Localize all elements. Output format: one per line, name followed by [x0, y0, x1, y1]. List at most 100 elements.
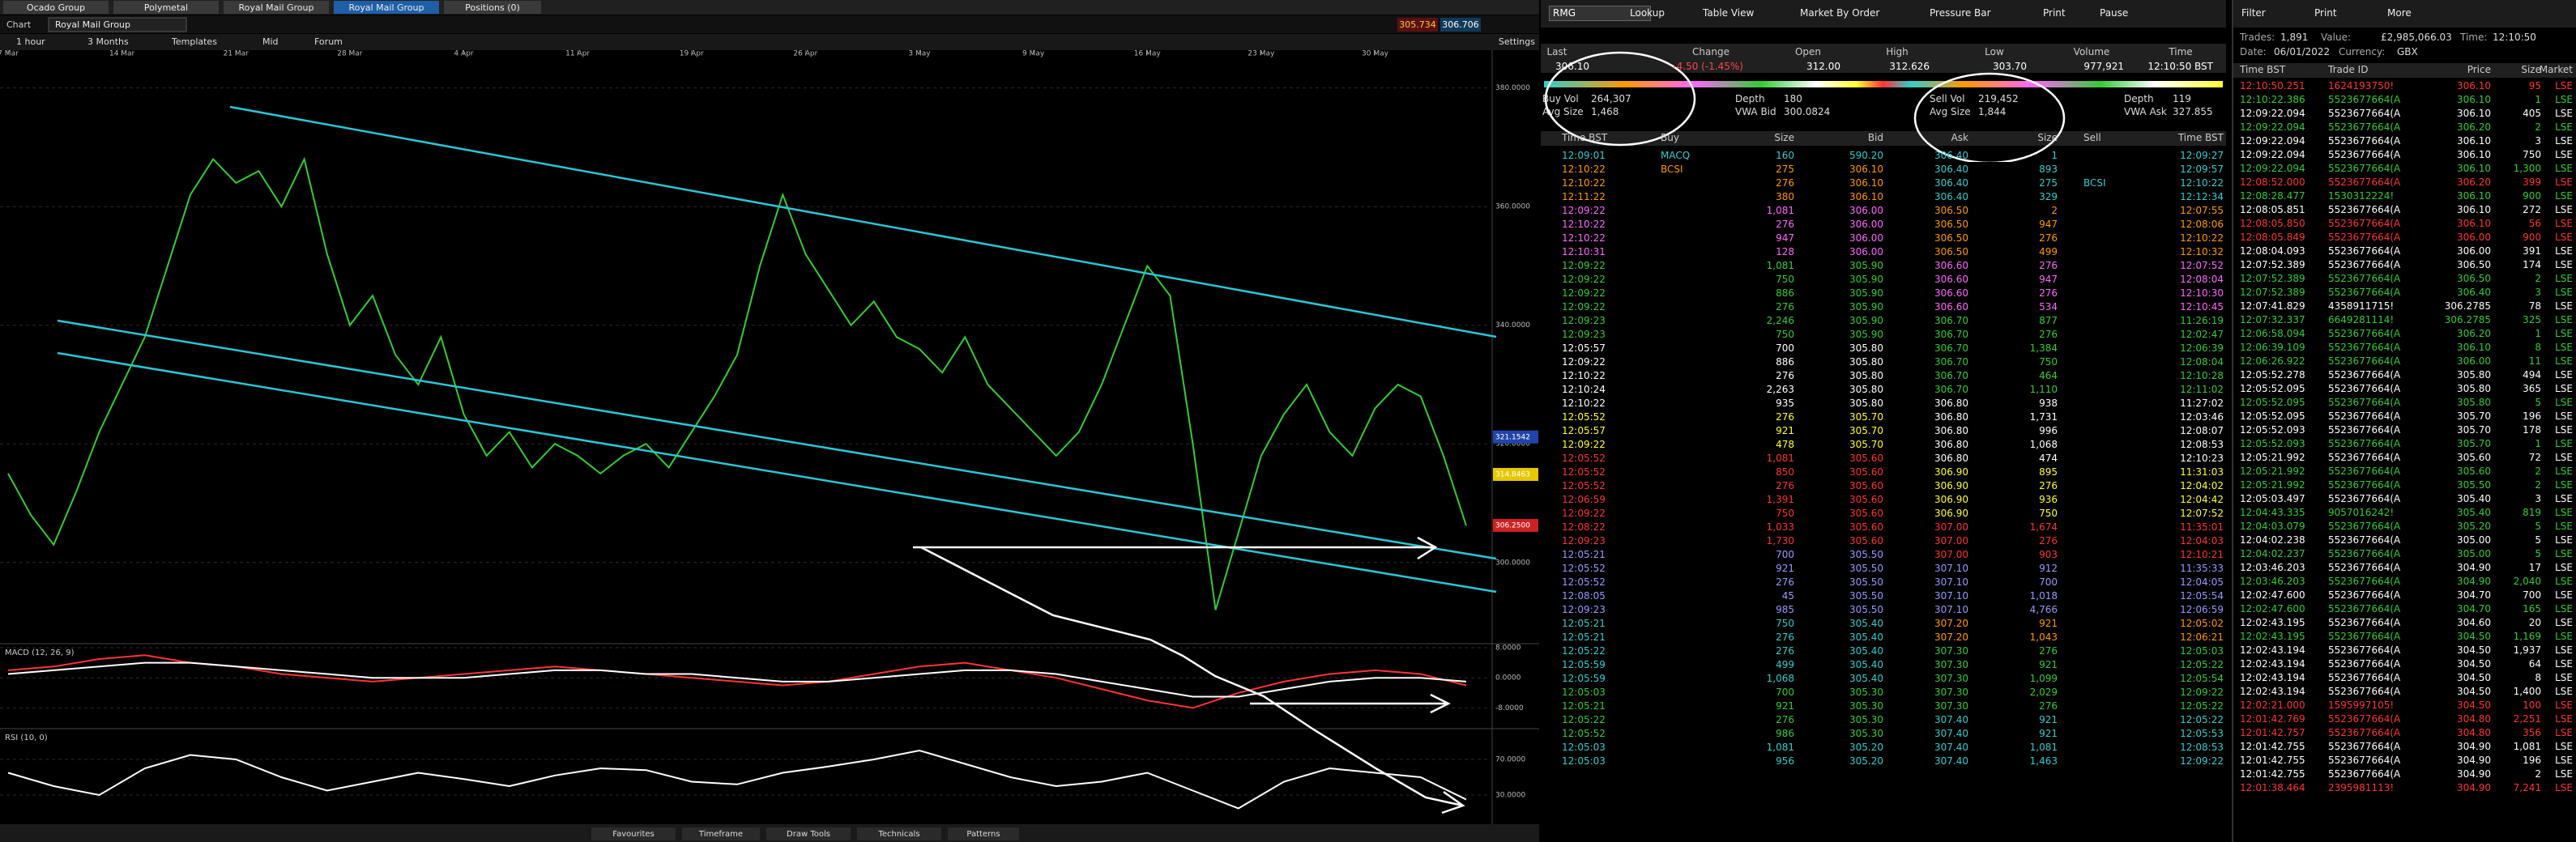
trade-cell: 2 — [2535, 479, 2541, 491]
column-header: Price — [2467, 64, 2491, 75]
trade-cell: 325 — [2523, 314, 2541, 325]
ask-cell: 12:05:02 — [2180, 618, 2224, 629]
bid-cell: 305.70 — [1849, 411, 1883, 423]
toolbar-button[interactable]: Filter — [2241, 7, 2266, 19]
trade-cell: 306.40 — [2457, 287, 2491, 298]
trade-cell: 5523677664(A — [2328, 410, 2401, 422]
bid-cell: 750 — [1776, 329, 1794, 340]
bid-cell: 12:09:23 — [1562, 315, 1606, 326]
y-tick-label: 0.0000 — [1495, 674, 1521, 683]
summary-value: 977,921 — [2083, 61, 2124, 72]
settings-button[interactable]: Settings — [1499, 36, 1535, 47]
stat-value: 1,844 — [1978, 106, 2007, 117]
bid-cell: 12:09:22 — [1562, 301, 1606, 313]
trade-cell: 12:10:22.386 — [2240, 94, 2305, 105]
bid-cell: 12:09:22 — [1562, 508, 1606, 519]
toolbar-button[interactable]: More — [2387, 7, 2412, 19]
ask-cell: 12:09:22 — [2180, 755, 2224, 767]
bid-cell: 305.40 — [1849, 673, 1883, 684]
trade-cell: 305.60 — [2457, 466, 2491, 477]
trade-cell: 306.50 — [2457, 259, 2491, 270]
trade-cell: 900 — [2523, 190, 2541, 202]
trade-cell: 5523677664(A — [2328, 741, 2401, 752]
bid-cell: 45 — [1781, 590, 1794, 602]
toolbar-button[interactable]: Mid — [262, 36, 279, 47]
trade-cell: 5523677664(A — [2328, 644, 2401, 656]
tab-label: Royal Mail Group — [348, 2, 424, 13]
trade-cell: 2395981113! — [2328, 782, 2395, 793]
tab[interactable] — [224, 1, 329, 14]
trade-cell: 5523677664(A — [2328, 232, 2401, 243]
bid-cell: 12:09:22 — [1562, 287, 1606, 299]
trade-cell: 5523677664(A — [2328, 493, 2401, 504]
instrument: Royal Mail Group — [55, 19, 130, 30]
bid-cell: 306.00 — [1849, 219, 1883, 230]
stat-label: Trades: — [2240, 32, 2275, 43]
bottom-tab[interactable] — [766, 827, 851, 840]
trade-cell: 12:05:52.278 — [2240, 369, 2305, 381]
ask-cell: 307.30 — [1934, 687, 1968, 698]
x-tick-label: 26 Apr — [793, 50, 817, 58]
y-tick-label: -8.0000 — [1495, 704, 1524, 712]
trade-cell: LSE — [2555, 121, 2573, 133]
ask-cell: 12:06:21 — [2180, 632, 2224, 643]
ask-cell: 275 — [2039, 177, 2058, 189]
ask-cell: 2,029 — [2029, 687, 2058, 698]
x-tick-label: 21 Mar — [224, 50, 249, 58]
bid-cell: 986 — [1776, 728, 1794, 739]
trade-cell: 700 — [2523, 589, 2541, 601]
toolbar-button[interactable]: Pause — [2100, 7, 2129, 19]
ask-cell: 12:08:04 — [2180, 356, 2224, 368]
ask-cell: 11:31:03 — [2180, 466, 2224, 478]
bottom-tool: Draw Tools — [787, 830, 830, 839]
pressure-bar — [1544, 81, 2223, 87]
toolbar-button[interactable]: Forum — [314, 36, 343, 47]
column-header: Bid — [1867, 132, 1883, 143]
trade-cell: 306.00 — [2457, 245, 2491, 257]
toolbar-button[interactable]: Templates — [171, 36, 217, 47]
bid-cell: 12:09:23 — [1562, 604, 1606, 615]
bid-cell: 921 — [1776, 425, 1794, 436]
trade-cell: LSE — [2555, 562, 2573, 573]
ask-cell: 306.50 — [1934, 246, 1968, 257]
tab[interactable] — [334, 1, 439, 14]
column-header: Size — [1774, 132, 1794, 143]
bottom-tab[interactable] — [591, 827, 676, 840]
toolbar-button[interactable]: Pressure Bar — [1930, 7, 1991, 19]
trade-cell: LSE — [2555, 149, 2573, 160]
ask-cell: 276 — [2039, 232, 2058, 244]
toolbar-button[interactable]: Table View — [1703, 7, 1755, 19]
trade-cell: 306.10 — [2457, 163, 2491, 174]
stat-value: £2,985,066.03 — [2381, 32, 2452, 43]
tab[interactable] — [3, 1, 109, 14]
trade-cell: 5523677664(A — [2328, 768, 2401, 780]
tab[interactable] — [113, 1, 219, 14]
toolbar-button[interactable]: 3 Months — [87, 36, 129, 47]
ask-cell: 306.70 — [1934, 342, 1968, 354]
ask-cell: 306.70 — [1934, 370, 1968, 381]
ask-cell: 306.50 — [1934, 219, 1968, 230]
toolbar-button[interactable]: 1 hour — [16, 36, 45, 47]
symbol-input[interactable]: RMG — [1549, 6, 1651, 21]
tab[interactable] — [444, 1, 541, 14]
toolbar-button[interactable]: Market By Order — [1800, 7, 1880, 19]
bid-cell: 12:06:59 — [1562, 494, 1606, 505]
stat-label: Avg Size — [1930, 106, 1971, 117]
toolbar-button[interactable]: Print — [2314, 7, 2337, 19]
trade-cell: 304.50 — [2457, 658, 2491, 670]
trade-cell: 5523677664(A — [2328, 466, 2401, 477]
ask-cell: 2 — [2051, 205, 2058, 216]
toolbar-button[interactable]: Print — [2043, 7, 2066, 19]
column-header: Buy — [1661, 132, 1679, 143]
trade-cell: LSE — [2555, 232, 2573, 243]
bid-cell: 921 — [1776, 563, 1794, 574]
trade-cell: 5523677664(A — [2328, 686, 2401, 697]
bottom-tab[interactable] — [857, 827, 941, 840]
bottom-tab[interactable] — [948, 827, 1019, 840]
bid-cell: 12:05:52 — [1562, 563, 1606, 574]
trade-cell: 304.90 — [2457, 576, 2491, 587]
ask-cell: 1,463 — [2029, 755, 2058, 767]
trade-cell: 72 — [2528, 452, 2541, 463]
toolbar-button[interactable]: Lookup — [1630, 7, 1665, 19]
bottom-tab[interactable] — [682, 827, 760, 840]
